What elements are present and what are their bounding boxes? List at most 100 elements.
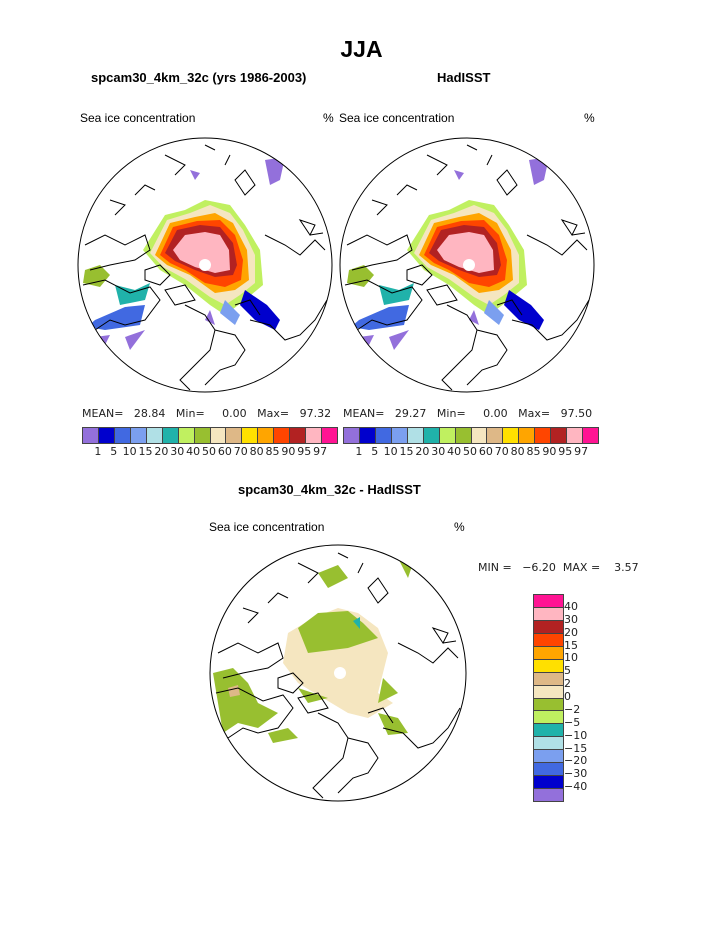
colorbar-box [242, 428, 259, 443]
colorbar-tick-label: −15 [564, 741, 588, 755]
colorbar-obs [343, 427, 599, 444]
colorbar-box [322, 428, 337, 443]
colorbar-box [503, 428, 520, 443]
max-label: Max= [257, 407, 290, 420]
colorbar-box [306, 428, 323, 443]
colorbar-box [534, 776, 563, 790]
colorbar-tick-label: 20 [154, 445, 169, 458]
colorbar-tick-label: 5 [564, 664, 571, 678]
colorbar-tick-label: 70 [494, 445, 509, 458]
colorbar-tick-label: 80 [249, 445, 264, 458]
max-value: 97.32 [299, 407, 332, 420]
variable-label: Sea ice concentration [209, 520, 325, 534]
stats-obs: MEAN= 29.27 Min= 0.00 Max= 97.50 [343, 407, 592, 420]
colorbar-box [534, 646, 563, 660]
colorbar-tick-label: 40 [186, 445, 201, 458]
min-value: −6.20 [522, 561, 556, 574]
colorbar-box [534, 737, 563, 751]
colorbar-box [534, 750, 563, 764]
colorbar-tick-label: 95 [558, 445, 573, 458]
colorbar-tick-label: 2 [564, 677, 571, 691]
map-model [77, 137, 333, 393]
colorbar-tick-label: 20 [415, 445, 430, 458]
min-label: MIN = [478, 561, 512, 574]
units-label: % [584, 111, 595, 125]
colorbar-tick-label: 10 [564, 651, 578, 665]
colorbar-tick-label: 0 [564, 690, 571, 703]
mean-value: 29.27 [394, 407, 427, 420]
colorbar-tick-label: 97 [313, 445, 328, 458]
colorbar-ticks-obs: 1 5 10 15 20 30 40 50 60 70 80 85 90 95 97 [343, 445, 597, 459]
mean-label: MEAN= [82, 407, 124, 420]
min-label: Min= [175, 407, 205, 420]
colorbar-tick-label: 85 [265, 445, 280, 458]
colorbar-box [423, 428, 440, 443]
colorbar-box [344, 428, 360, 443]
colorbar-ticks-model: 1 5 10 15 20 30 40 50 60 70 80 85 90 95 97 [82, 445, 336, 459]
colorbar-box [567, 428, 584, 443]
colorbar-box [534, 698, 563, 712]
colorbar-tick-label: 15 [138, 445, 153, 458]
colorbar-tick-label: 80 [510, 445, 525, 458]
colorbar-tick-label: −2 [564, 702, 581, 716]
units-label: % [454, 520, 465, 534]
colorbar-box [534, 595, 563, 608]
min-value: 0.00 [222, 407, 247, 420]
mean-value: 28.84 [133, 407, 166, 420]
colorbar-box [114, 428, 131, 443]
colorbar-tick-label: 60 [478, 445, 493, 458]
difference-subtitle: spcam30_4km_32c - HadISST [238, 482, 421, 497]
colorbar-box [534, 672, 563, 686]
colorbar-tick-label: 90 [542, 445, 557, 458]
colorbar-box [391, 428, 408, 443]
colorbar-tick-label: 97 [574, 445, 589, 458]
colorbar-box [130, 428, 147, 443]
colorbar-tick-label: 20 [564, 625, 578, 639]
colorbar-tick-label: 15 [399, 445, 414, 458]
colorbar-box [210, 428, 227, 443]
colorbar-box [534, 620, 563, 634]
colorbar-box [290, 428, 307, 443]
colorbar-tick-label: −10 [564, 728, 588, 742]
max-value: 97.50 [560, 407, 593, 420]
colorbar-tick-label: 5 [371, 445, 379, 458]
colorbar-box [359, 428, 376, 443]
colorbar-tick-label: 15 [564, 638, 578, 652]
colorbar-difference [533, 594, 564, 802]
max-label: Max= [518, 407, 551, 420]
colorbar-box [534, 607, 563, 621]
colorbar-box [98, 428, 115, 443]
colorbar-box [194, 428, 211, 443]
colorbar-box [162, 428, 179, 443]
stats-model: MEAN= 28.84 Min= 0.00 Max= 97.32 [82, 407, 331, 420]
colorbar-box [534, 763, 563, 777]
colorbar-tick-label: 5 [110, 445, 118, 458]
colorbar-tick-label: 95 [297, 445, 312, 458]
colorbar-tick-label: −40 [564, 780, 588, 794]
colorbar-tick-label: 30 [431, 445, 446, 458]
colorbar-box [519, 428, 536, 443]
min-value: 0.00 [483, 407, 508, 420]
colorbar-tick-label: 30 [564, 612, 578, 626]
colorbar-tick-label: −5 [564, 715, 581, 729]
colorbar-box [146, 428, 163, 443]
colorbar-box [455, 428, 472, 443]
colorbar-box [258, 428, 275, 443]
difference-minmax: MIN = −6.20 MAX = 3.57 [478, 561, 639, 574]
max-label: MAX = [562, 561, 601, 574]
colorbar-tick-label: −30 [564, 767, 588, 781]
colorbar-model [82, 427, 338, 444]
min-label: Min= [436, 407, 466, 420]
colorbar-box [583, 428, 598, 443]
max-value: 3.57 [614, 561, 639, 574]
map-obs [339, 137, 595, 393]
colorbar-tick-label: 1 [94, 445, 102, 458]
colorbar-box [534, 711, 563, 725]
colorbar-box [534, 659, 563, 673]
colorbar-tick-label: 30 [170, 445, 185, 458]
colorbar-tick-label: 40 [564, 599, 578, 613]
colorbar-box [274, 428, 291, 443]
units-label: % [323, 111, 334, 125]
colorbar-tick-label: 40 [447, 445, 462, 458]
